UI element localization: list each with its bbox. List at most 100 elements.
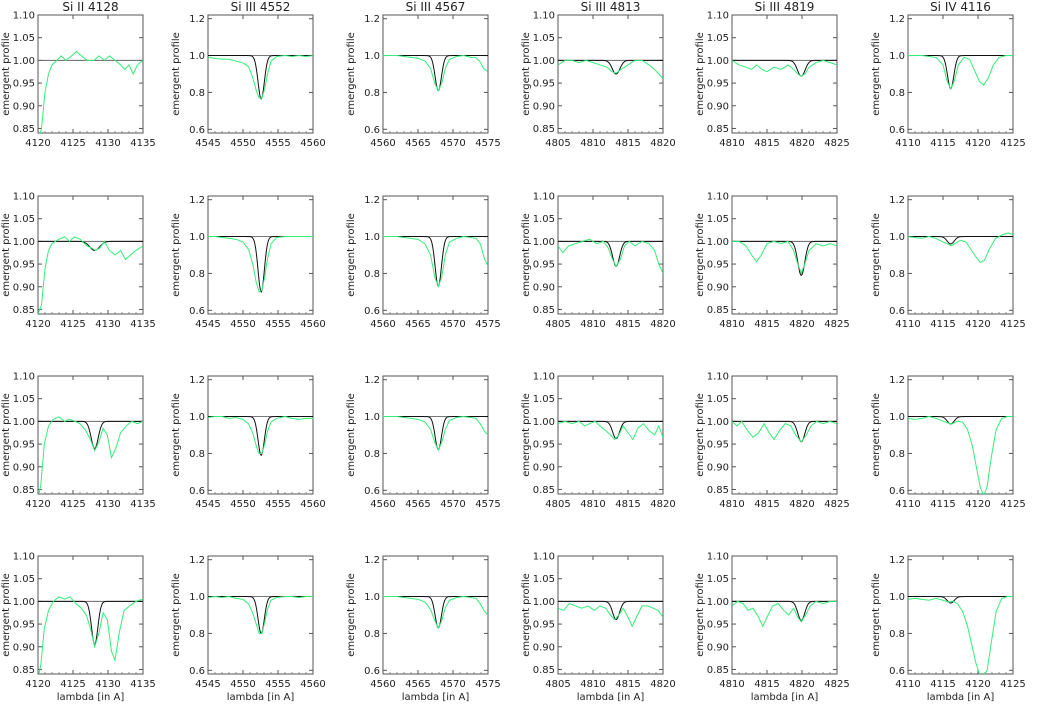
y-tick-label: 1.0	[364, 232, 380, 243]
y-tick-label: 0.8	[889, 88, 905, 99]
y-tick-label: 0.90	[13, 462, 35, 473]
plot-frame	[37, 195, 144, 315]
x-tick-label: 4565	[405, 679, 430, 690]
x-tick-label: 4555	[265, 138, 290, 149]
y-tick-label: 0.90	[707, 282, 729, 293]
plot-frame	[37, 14, 144, 134]
x-tick-label: 4820	[650, 319, 675, 330]
x-tick-label: 4815	[615, 138, 640, 149]
y-tick-label: 0.8	[889, 449, 905, 460]
x-tick-label: 4820	[650, 679, 675, 690]
y-tick-label: 0.85	[13, 665, 35, 676]
x-tick-label: 4135	[130, 319, 155, 330]
panel-r2-c4: 4805 4810 4815 4820 0.85 0.90 0.95 1.00 1.05 1.10…	[521, 192, 676, 331]
column-title: Si II 4128	[62, 0, 118, 14]
observed-spectrum-line	[558, 59, 663, 79]
y-tick-label: 0.85	[707, 665, 729, 676]
y-tick-label: 1.05	[13, 394, 35, 405]
y-tick-label: 0.95	[707, 79, 729, 90]
y-tick-label: 0.95	[533, 440, 555, 451]
model-profile-line	[208, 236, 313, 293]
x-tick-label: 4565	[405, 499, 430, 510]
x-tick-label: 4125	[60, 138, 85, 149]
x-tick-label: 4555	[265, 319, 290, 330]
y-tick-label: 0.6	[364, 666, 380, 677]
model-profile-line	[732, 240, 837, 277]
x-tick-label: 4120	[965, 319, 990, 330]
y-tick-label: 1.00	[707, 597, 729, 608]
y-tick-label: 0.85	[533, 305, 555, 316]
observed-spectrum-line	[39, 50, 143, 133]
observed-spectrum-line	[558, 603, 663, 628]
model-profile-line	[732, 59, 837, 77]
x-tick-label: 4825	[824, 319, 849, 330]
y-axis-label: emergent profile	[1, 573, 12, 657]
x-tick-label: 4560	[370, 679, 395, 690]
x-tick-label: 4130	[95, 319, 120, 330]
model-profile-line	[908, 416, 1013, 425]
y-tick-label: 0.95	[707, 260, 729, 271]
y-tick-label: 1.00	[533, 56, 555, 67]
y-tick-label: 0.8	[189, 269, 205, 280]
x-tick-label: 4560	[300, 679, 325, 690]
observed-spectrum-line	[908, 55, 1013, 90]
y-tick-label: 0.90	[707, 462, 729, 473]
x-tick-label: 4815	[615, 679, 640, 690]
y-tick-label: 1.00	[707, 56, 729, 67]
x-tick-label: 4815	[754, 679, 779, 690]
plot-frame	[382, 195, 489, 315]
y-axis-label: emergent profile	[871, 213, 882, 297]
y-tick-label: 1.2	[189, 195, 205, 206]
panel-r1-c4: 4805 4810 4815 4820 0.85 0.90 0.95 1.00 1.05 1.10…	[521, 0, 676, 149]
x-tick-label: 4565	[405, 138, 430, 149]
column-title: Si IV 4116	[930, 0, 991, 14]
y-tick-label: 1.00	[13, 417, 35, 428]
y-tick-label: 1.05	[533, 574, 555, 585]
x-tick-label: 4820	[789, 499, 814, 510]
plot-frame	[557, 195, 664, 315]
y-tick-label: 0.6	[189, 306, 205, 317]
model-profile-line	[208, 55, 313, 100]
model-profile-line	[908, 236, 1013, 245]
observed-spectrum-line	[732, 420, 837, 443]
y-axis-label: emergent profile	[1, 393, 12, 477]
x-tick-label: 4815	[615, 499, 640, 510]
x-tick-label: 4815	[615, 319, 640, 330]
y-tick-label: 0.8	[889, 629, 905, 640]
y-axis-label: emergent profile	[521, 213, 532, 297]
y-tick-label: 1.0	[889, 592, 905, 603]
x-tick-label: 4820	[650, 499, 675, 510]
panel-r2-c3: 4560 4565 4570 4575 0.6 0.8 1.0 1.2 emergent pro…	[346, 195, 501, 330]
x-tick-label: 4820	[650, 138, 675, 149]
x-axis-label: lambda [in A]	[402, 692, 470, 703]
y-tick-label: 1.2	[889, 555, 905, 566]
observed-spectrum-line	[383, 236, 488, 288]
observed-spectrum-line	[208, 416, 313, 454]
y-tick-label: 1.00	[533, 597, 555, 608]
plot-frame	[557, 14, 664, 134]
x-tick-label: 4135	[130, 499, 155, 510]
x-tick-label: 4575	[475, 679, 500, 690]
panel-r3-c4: 4805 4810 4815 4820 0.85 0.90 0.95 1.00 1.05 1.10…	[521, 372, 676, 511]
y-tick-label: 0.6	[364, 125, 380, 136]
y-tick-label: 0.90	[13, 282, 35, 293]
panel-r4-c4: 4805 4810 4815 4820 0.85 0.90 0.95 1.00 1.05 1.10…	[521, 552, 676, 704]
model-profile-line	[208, 596, 313, 635]
observed-spectrum-line	[383, 416, 488, 451]
x-tick-label: 4570	[440, 499, 465, 510]
y-tick-label: 0.95	[13, 79, 35, 90]
plot-frame	[207, 14, 314, 134]
x-tick-label: 4545	[195, 319, 220, 330]
y-tick-label: 0.95	[533, 620, 555, 631]
y-tick-label: 1.05	[533, 33, 555, 44]
y-tick-label: 0.8	[364, 629, 380, 640]
observed-spectrum-line	[208, 55, 313, 99]
x-tick-label: 4805	[545, 499, 570, 510]
plot-frame	[907, 14, 1014, 134]
x-tick-label: 4825	[824, 499, 849, 510]
y-tick-label: 1.10	[13, 372, 35, 383]
y-tick-label: 0.90	[533, 282, 555, 293]
y-tick-label: 1.0	[889, 51, 905, 62]
x-tick-label: 4820	[789, 138, 814, 149]
model-profile-line	[38, 420, 143, 450]
